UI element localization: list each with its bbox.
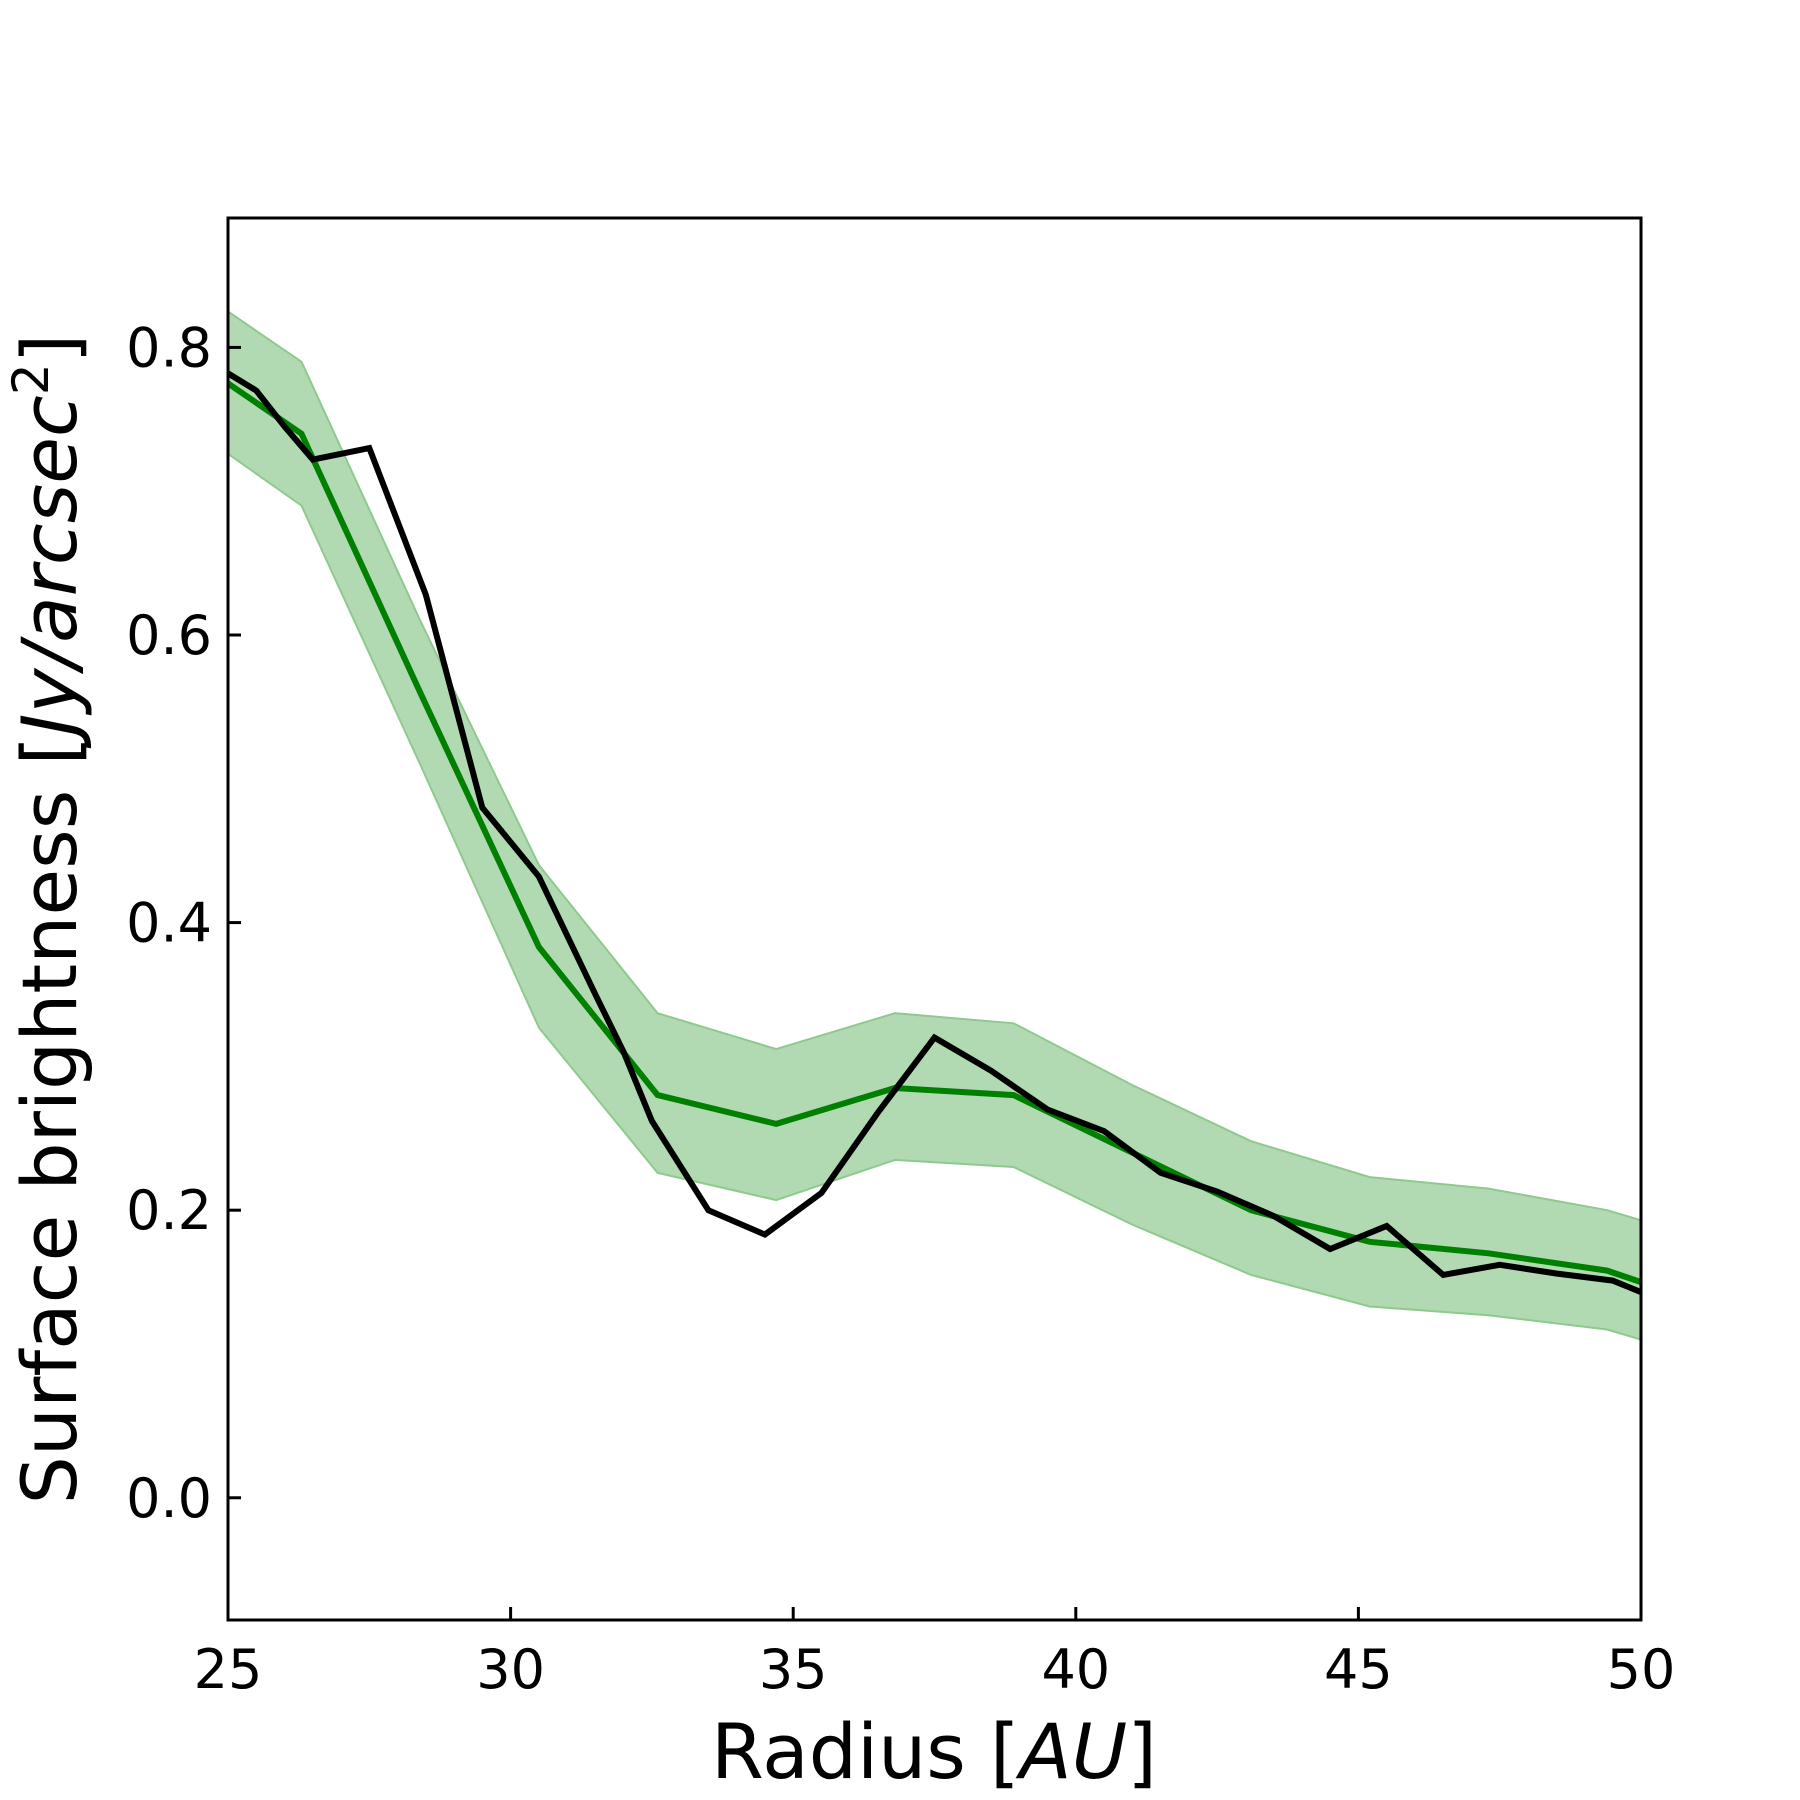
x-tick-label: 40 — [1041, 1638, 1110, 1701]
y-axis-label-suffix: ] — [5, 334, 94, 364]
plot-area — [228, 310, 1641, 1341]
x-tick-label: 50 — [1607, 1638, 1676, 1701]
x-tick-label: 45 — [1324, 1638, 1393, 1701]
x-axis-label-prefix: Radius [ — [711, 1707, 1020, 1796]
x-tick-label: 25 — [194, 1638, 263, 1701]
y-tick-label: 0.2 — [126, 1179, 212, 1242]
series-1-line — [228, 370, 1641, 1295]
series-group — [228, 310, 1641, 1341]
series-0-line — [228, 380, 1641, 1285]
plot-frame — [226, 216, 1643, 1622]
y-axis-label-exponent: 2 — [2, 363, 60, 395]
series-0-uncertainty-band — [228, 310, 1641, 1341]
x-tick-label: 35 — [759, 1638, 828, 1701]
x-axis-label-suffix: ] — [1127, 1707, 1157, 1796]
y-axis: 0.0 0.2 0.4 0.6 0.8 — [126, 316, 241, 1530]
y-tick-label: 0.4 — [126, 892, 212, 955]
y-axis-label: Surface brightness [Jy/arcsec2] — [2, 334, 94, 1505]
y-axis-label-prefix: Surface brightness [ — [5, 736, 94, 1504]
x-axis-label: Radius [AU] — [711, 1707, 1157, 1796]
y-tick-label: 0.8 — [126, 316, 212, 379]
y-tick-label: 0.0 — [126, 1467, 212, 1530]
x-tick-label: 30 — [476, 1638, 545, 1701]
x-axis-label-unit: AU — [1015, 1707, 1128, 1796]
x-axis: 25 30 35 40 45 50 — [194, 1607, 1676, 1701]
y-tick-label: 0.6 — [126, 604, 212, 667]
y-axis-label-unit: Jy/arcsec — [5, 395, 94, 749]
